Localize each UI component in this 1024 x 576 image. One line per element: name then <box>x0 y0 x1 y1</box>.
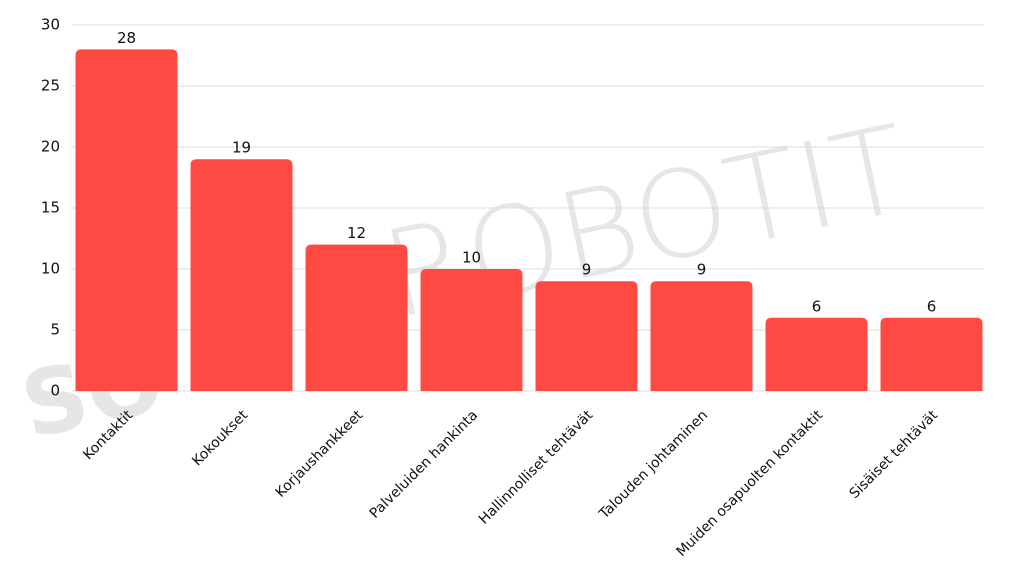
bar <box>190 159 293 391</box>
x-tick-label: Kokoukset <box>189 407 251 469</box>
data-label: 19 <box>232 139 251 157</box>
data-label: 12 <box>347 224 366 242</box>
data-label: 6 <box>927 297 937 315</box>
bar <box>75 49 178 392</box>
data-label: 10 <box>462 249 481 267</box>
y-tick-label: 15 <box>41 199 60 217</box>
bar <box>765 317 868 391</box>
y-tick-label: 5 <box>50 321 60 339</box>
x-tick-label: Palveluiden hankinta <box>367 407 481 521</box>
x-tick-label: Sisäiset tehtävät <box>847 407 942 502</box>
y-tick-label: 0 <box>50 382 60 400</box>
data-label: 6 <box>812 297 822 315</box>
x-tick-label: Talouden johtaminen <box>596 407 711 522</box>
y-tick-label: 10 <box>41 260 60 278</box>
x-tick-label: Korjaushankkeet <box>273 407 367 501</box>
x-tick-label: Hallinnolliset tehtävät <box>476 407 597 528</box>
data-label: 28 <box>117 29 136 47</box>
bar <box>535 281 638 391</box>
y-tick-label: 30 <box>41 16 60 34</box>
bar <box>650 281 753 391</box>
y-tick-label: 25 <box>41 77 60 95</box>
data-label: 9 <box>582 261 592 279</box>
bar <box>305 244 408 391</box>
y-tick-label: 20 <box>41 138 60 156</box>
bar <box>420 269 523 391</box>
data-label: 9 <box>697 261 707 279</box>
bar <box>880 317 983 391</box>
